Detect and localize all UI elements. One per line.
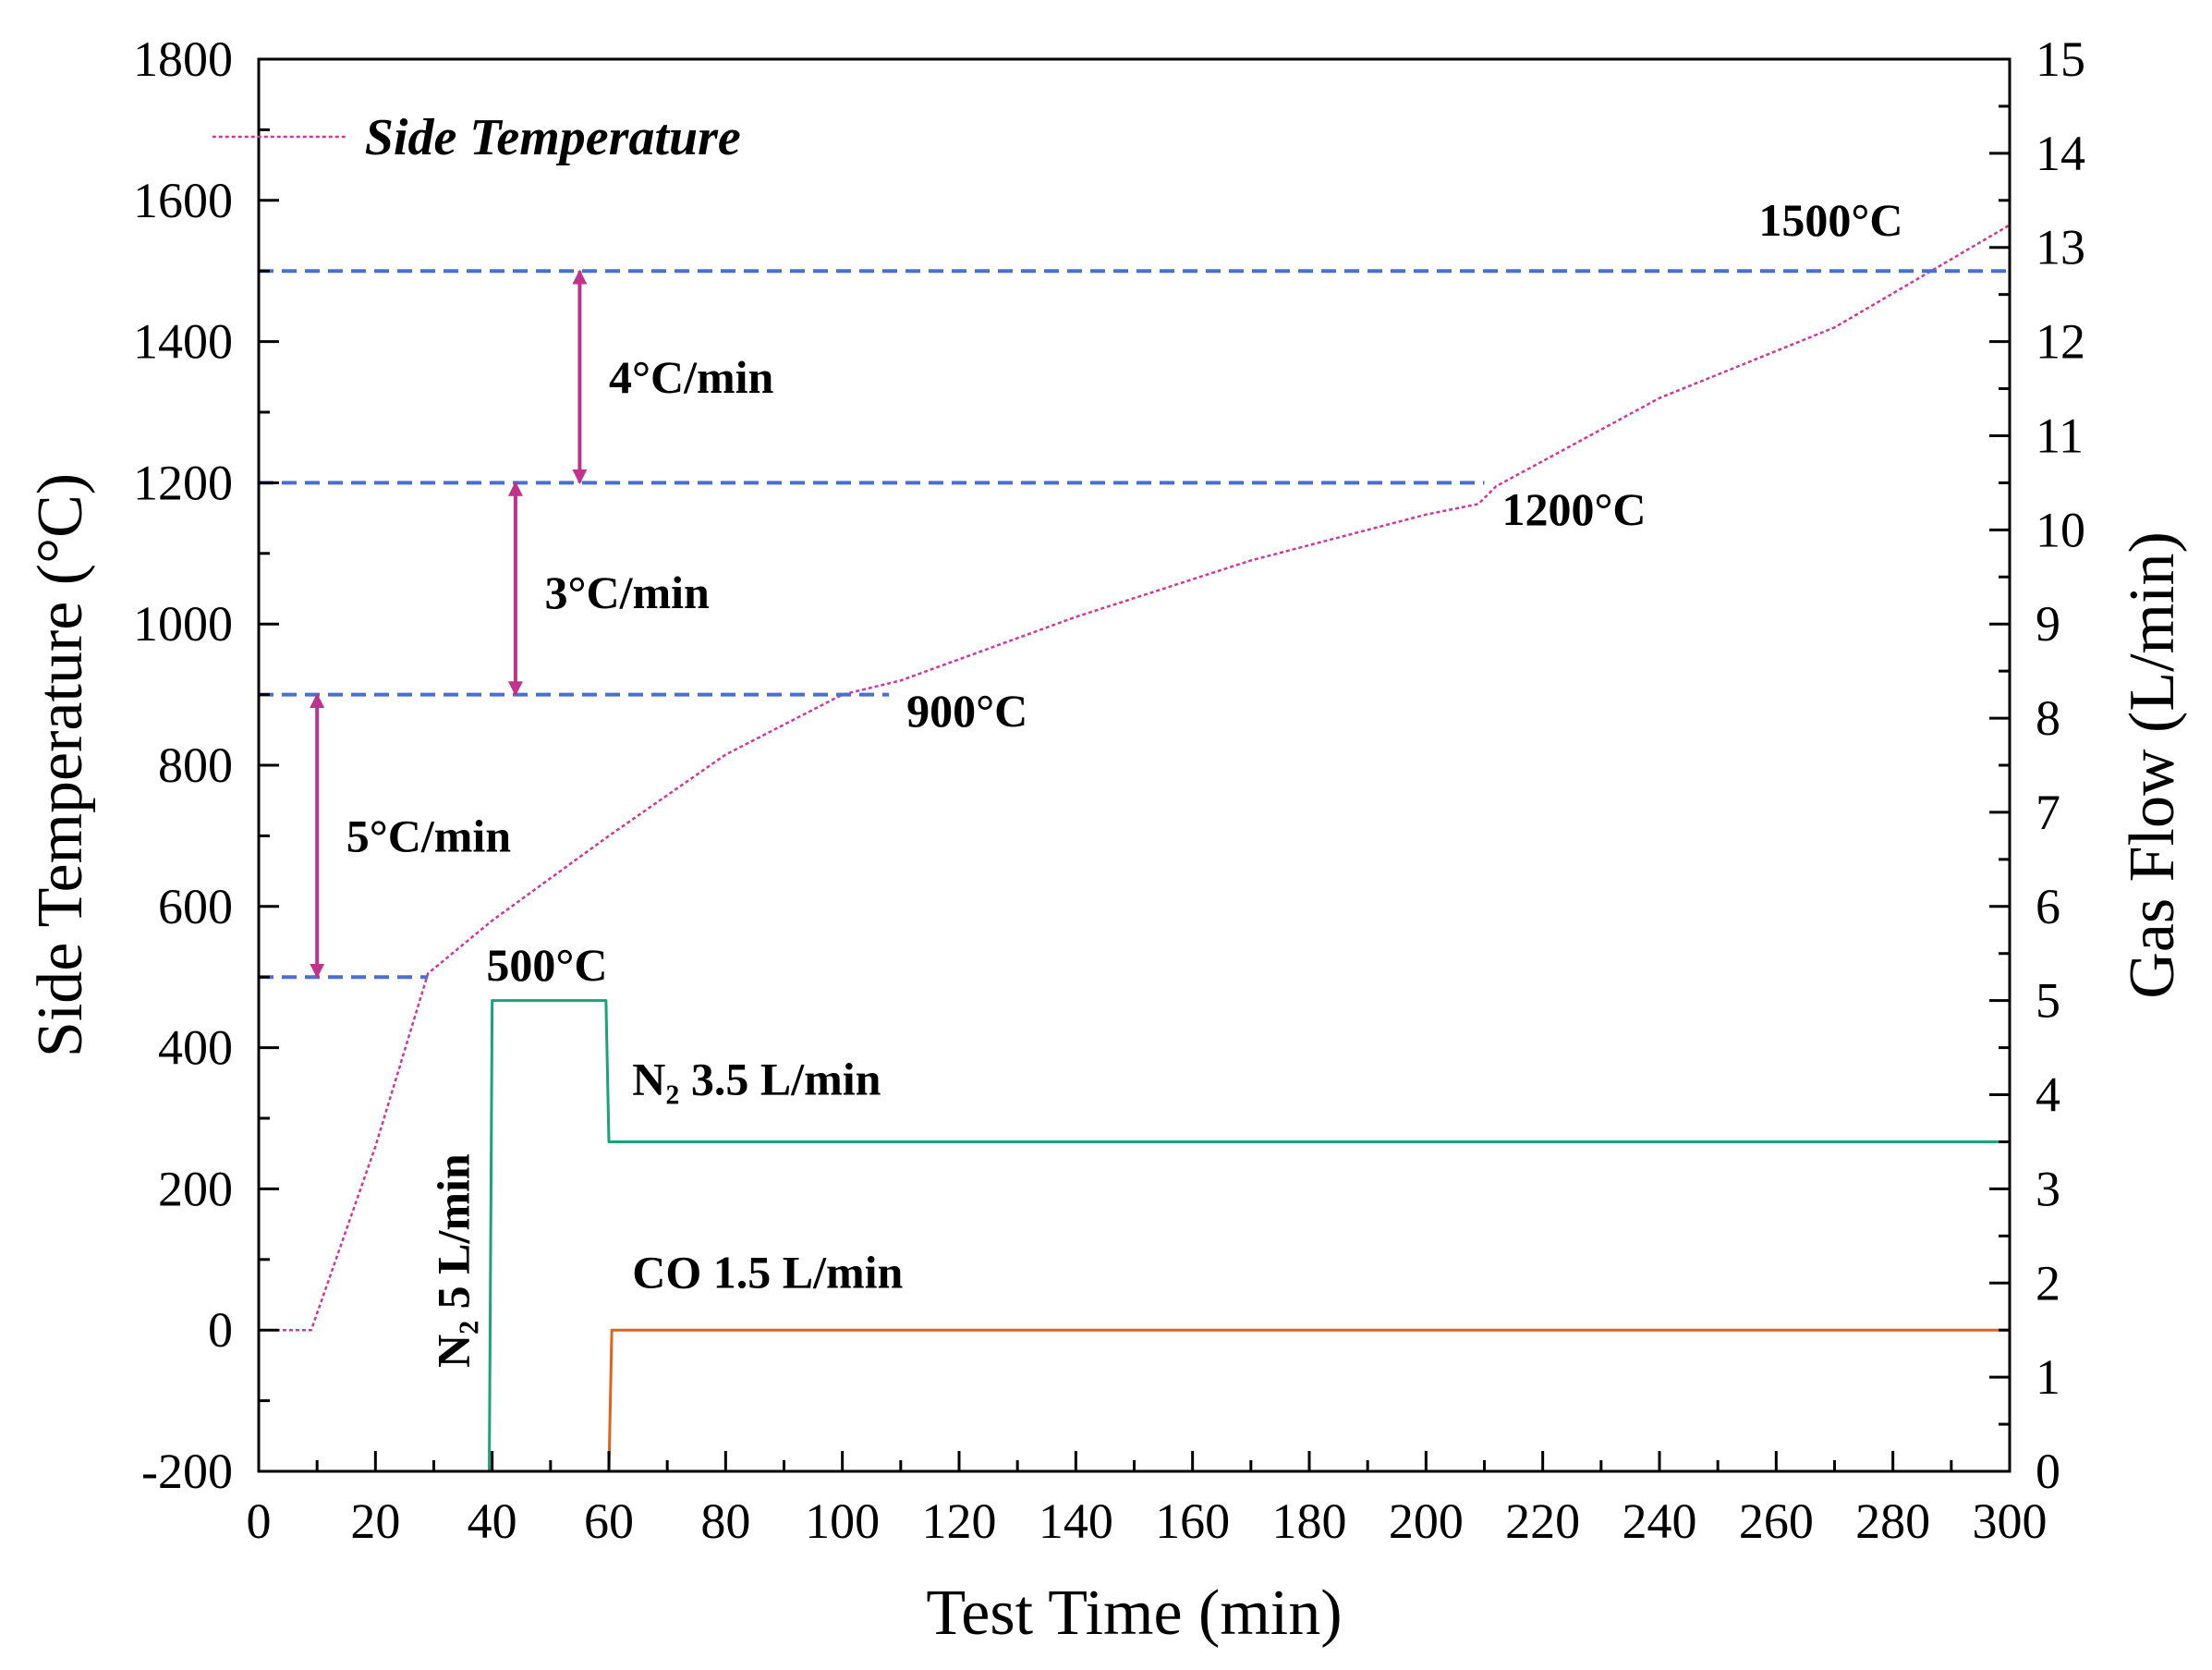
y-tick-label: 1800: [133, 31, 233, 87]
x-tick-label: 120: [922, 1493, 997, 1549]
y-tick-label: 1400: [133, 314, 233, 370]
annotation-label: 1500°C: [1758, 194, 1902, 246]
y2-tick-label: 9: [2036, 596, 2060, 652]
annotation-label: 1200°C: [1501, 483, 1646, 535]
x-tick-label: 300: [1973, 1493, 2048, 1549]
y-tick-label: 1200: [133, 455, 233, 510]
y-tick-label: 0: [208, 1302, 233, 1358]
x-tick-label: 220: [1505, 1493, 1580, 1549]
y2-tick-label: 12: [2036, 314, 2085, 370]
y-tick-label: 800: [158, 737, 233, 793]
y2-tick-label: 5: [2036, 973, 2060, 1029]
reference-lines-layer: [259, 269, 2010, 980]
rate-label: 5°C/min: [346, 810, 512, 861]
series-line: [275, 224, 2011, 1332]
x-axis-title: Test Time (min): [926, 1578, 1342, 1649]
y2-axis-title: Gas Flow (L/min): [2117, 531, 2188, 999]
annotation-label: N₂ 5 L/min: [427, 1153, 479, 1368]
x-tick-label: 200: [1389, 1493, 1464, 1549]
y-tick-label: 200: [158, 1161, 233, 1216]
y-tick-label: -200: [141, 1444, 233, 1499]
y2-tick-label: 6: [2036, 879, 2060, 934]
x-tick-label: 60: [584, 1493, 634, 1549]
x-tick-label: 80: [700, 1493, 750, 1549]
annotations-layer: 500°C 900°C 1200°C 1500°C N₂ 3.5 L/min CO 1.5…: [427, 194, 1902, 1368]
y-tick-label: 1000: [133, 596, 233, 652]
legend: Side Temperature: [212, 109, 741, 166]
x-tick-label: 240: [1623, 1493, 1697, 1549]
annotation-label: 500°C: [486, 939, 607, 991]
x-tick-label: 180: [1272, 1493, 1347, 1549]
x-tick-label: 160: [1155, 1493, 1230, 1549]
y-axis-title: Side Temperature (°C): [25, 473, 96, 1057]
y2-tick-label: 0: [2036, 1444, 2060, 1499]
x-tick-label: 140: [1039, 1493, 1113, 1549]
x-tick-label: 20: [350, 1493, 400, 1549]
rate-arrows-layer: 5°C/min 3°C/min 4°C/min: [310, 269, 774, 979]
y2-tick-label: 3: [2036, 1161, 2060, 1216]
legend-label: Side Temperature: [365, 109, 741, 166]
rate-label: 4°C/min: [609, 351, 774, 403]
annotation-label: CO 1.5 L/min: [632, 1246, 903, 1298]
x-tick-label: 260: [1739, 1493, 1814, 1549]
y2-tick-label: 10: [2036, 502, 2085, 557]
x-tick-label: 0: [247, 1493, 272, 1549]
axes-layer: 0 20 40 60 80 100 120 140 160 180 200 220 240 260 280 3…: [133, 31, 2085, 1549]
y2-tick-label: 13: [2036, 220, 2085, 275]
y2-tick-label: 2: [2036, 1255, 2060, 1310]
y2-tick-label: 1: [2036, 1349, 2060, 1405]
y2-tick-label: 15: [2036, 31, 2085, 87]
y2-tick-label: 4: [2036, 1067, 2060, 1123]
x-tick-label: 100: [805, 1493, 880, 1549]
y2-tick-label: 14: [2036, 126, 2085, 181]
rate-label: 3°C/min: [545, 567, 711, 618]
y-tick-label: 400: [158, 1020, 233, 1076]
y-tick-label: 1600: [133, 173, 233, 228]
annotation-label: N₂ 3.5 L/min: [632, 1054, 881, 1105]
y-tick-label: 600: [158, 879, 233, 934]
y2-tick-label: 7: [2036, 785, 2060, 840]
y2-tick-label: 11: [2036, 408, 2084, 463]
x-tick-label: 40: [468, 1493, 517, 1549]
x-tick-label: 280: [1855, 1493, 1930, 1549]
annotation-label: 900°C: [906, 685, 1027, 737]
y2-tick-label: 8: [2036, 690, 2060, 746]
